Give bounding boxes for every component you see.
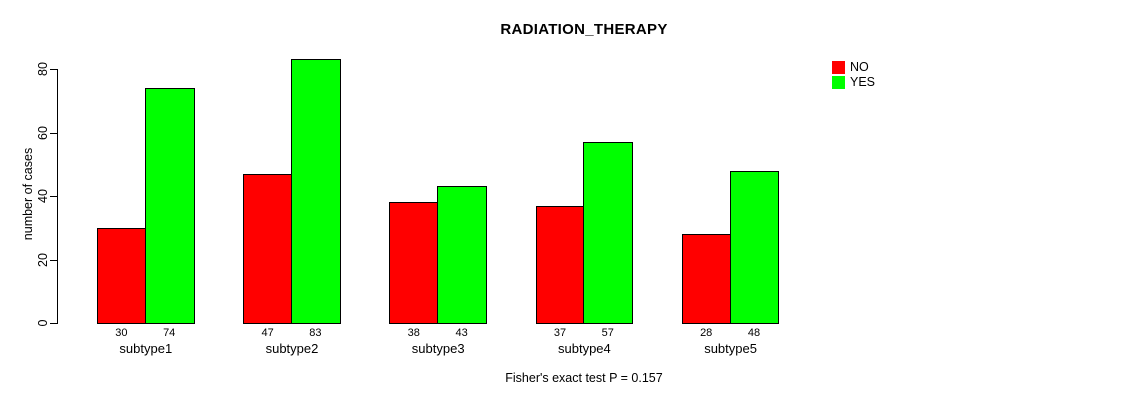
bar-value-label: 30 bbox=[115, 327, 128, 339]
bar-yes-subtype3 bbox=[437, 186, 487, 324]
legend-swatch-no bbox=[832, 61, 845, 74]
legend: NO YES bbox=[832, 60, 875, 90]
y-tick-label: 80 bbox=[36, 62, 50, 76]
legend-label-no: NO bbox=[850, 60, 869, 74]
y-tick-mark bbox=[50, 69, 57, 70]
bar-yes-subtype4 bbox=[583, 142, 634, 324]
bar-no-subtype2 bbox=[243, 174, 292, 324]
y-tick-mark bbox=[50, 196, 57, 197]
y-tick-label: 40 bbox=[36, 189, 50, 203]
bar-value-label: 38 bbox=[407, 327, 420, 339]
category-label-subtype5: subtype5 bbox=[704, 341, 757, 356]
y-tick-label: 20 bbox=[36, 252, 50, 267]
bar-value-label: 48 bbox=[747, 327, 761, 339]
legend-swatch-yes bbox=[832, 76, 845, 89]
bar-value-label: 37 bbox=[553, 327, 567, 339]
category-label-subtype4: subtype4 bbox=[558, 341, 611, 356]
bar-no-subtype4 bbox=[535, 206, 585, 324]
bar-yes-subtype1 bbox=[144, 88, 195, 324]
bar-value-label: 43 bbox=[455, 327, 468, 339]
bar-value-label: 28 bbox=[700, 327, 713, 339]
bar-value-label: 74 bbox=[163, 327, 176, 339]
legend-item-no: NO bbox=[832, 60, 875, 75]
bar-yes-subtype2 bbox=[291, 59, 341, 324]
bar-no-subtype5 bbox=[681, 234, 731, 324]
bar-value-label: 57 bbox=[601, 327, 614, 339]
y-tick-label: 0 bbox=[36, 319, 50, 327]
category-label-subtype3: subtype3 bbox=[411, 341, 465, 356]
bar-no-subtype3 bbox=[389, 202, 439, 324]
y-tick-mark bbox=[50, 323, 57, 324]
y-tick-label: 60 bbox=[36, 125, 50, 140]
legend-item-yes: YES bbox=[832, 75, 875, 90]
bar-value-label: 83 bbox=[309, 327, 322, 339]
bar-value-label: 47 bbox=[261, 327, 274, 339]
legend-label-yes: YES bbox=[850, 75, 876, 89]
bar-yes-subtype5 bbox=[729, 171, 780, 324]
category-label-subtype1: subtype1 bbox=[119, 341, 173, 356]
y-tick-mark bbox=[50, 259, 57, 261]
category-label-subtype2: subtype2 bbox=[265, 341, 319, 356]
bar-no-subtype1 bbox=[97, 228, 146, 324]
chart-title: RADIATION_THERAPY bbox=[500, 21, 668, 38]
y-axis-line bbox=[57, 69, 58, 324]
y-tick-mark bbox=[50, 132, 57, 134]
annotation-text: Fisher's exact test P = 0.157 bbox=[505, 371, 663, 385]
